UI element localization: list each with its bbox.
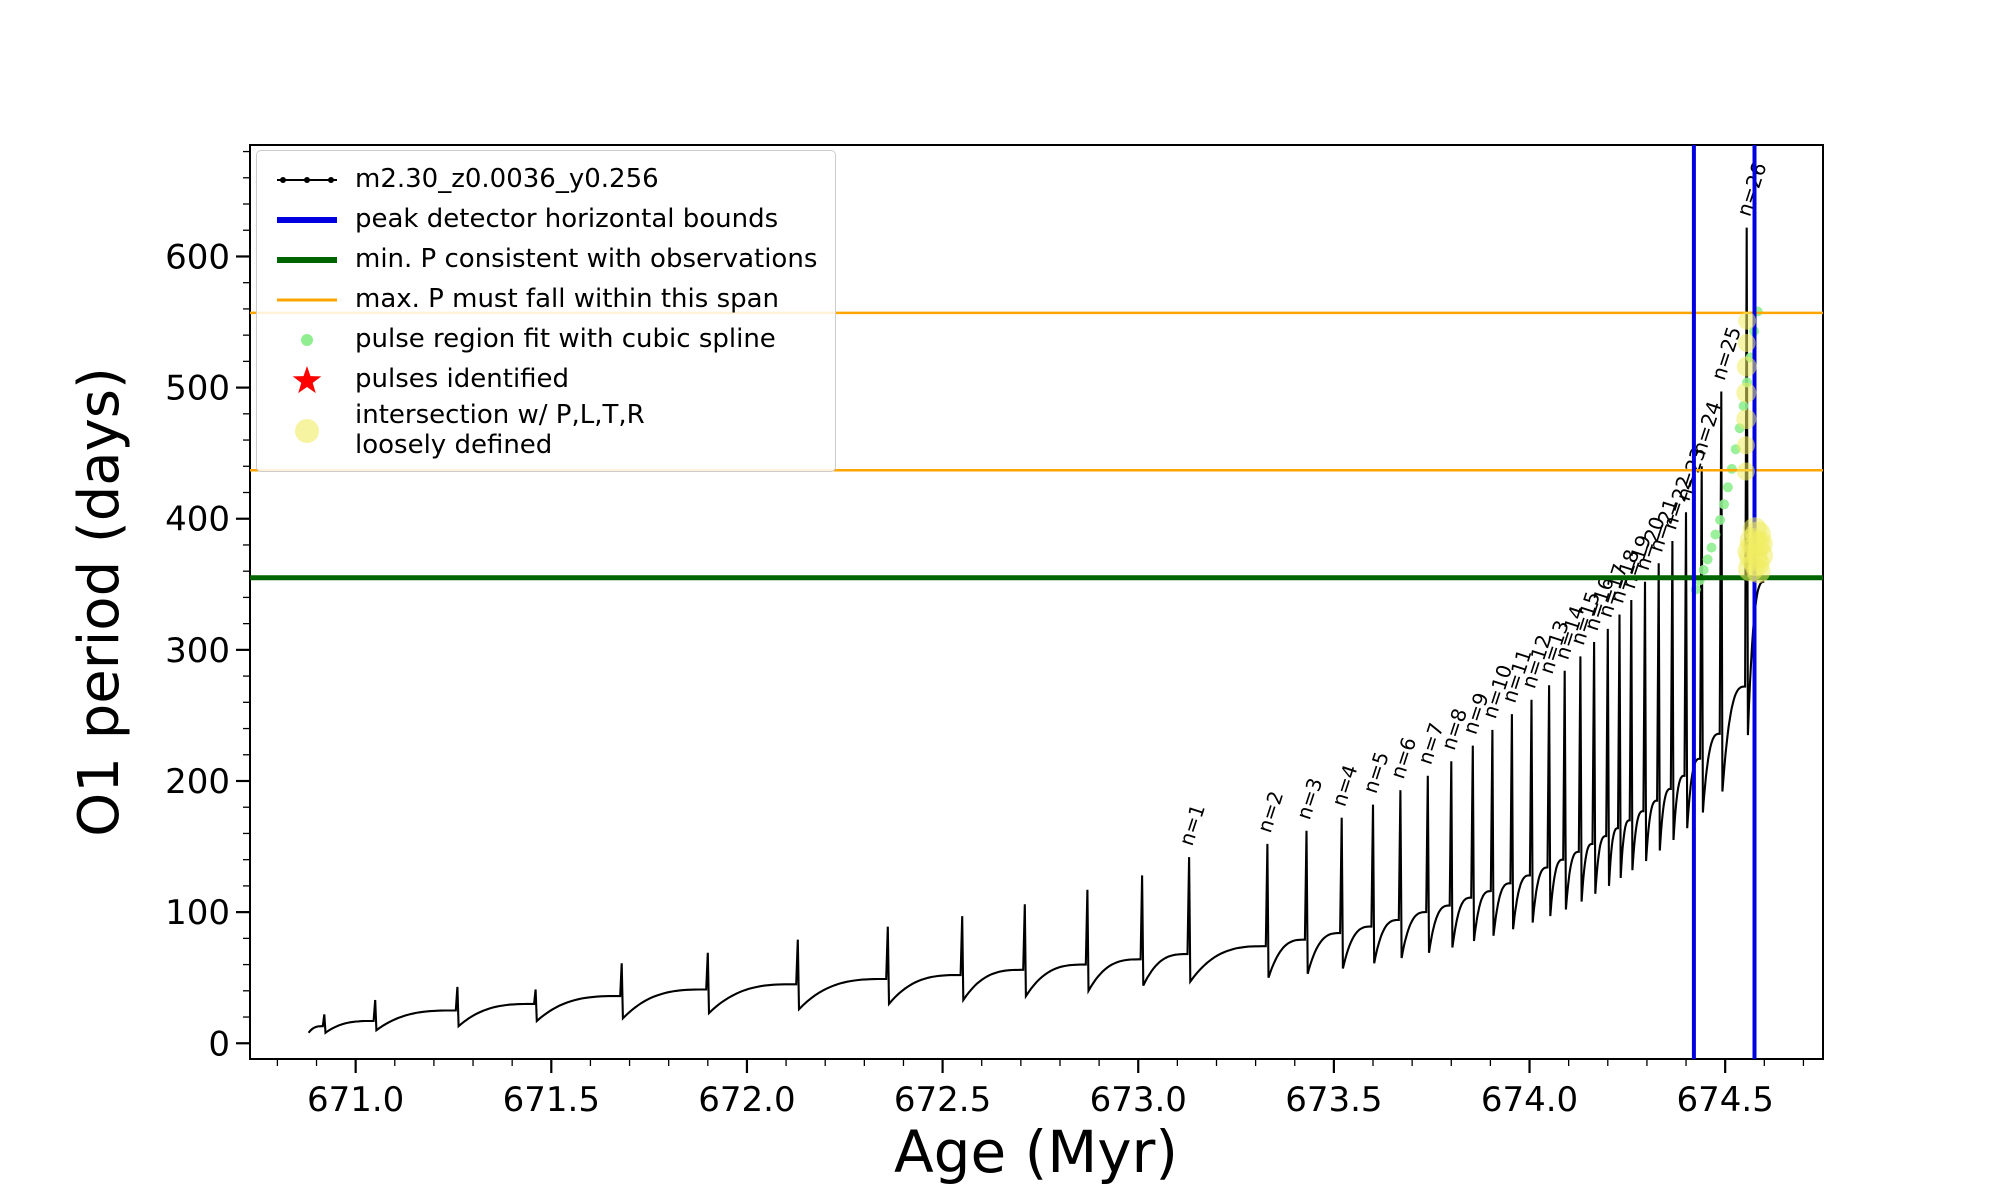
pulse-number-label: n=2	[1252, 788, 1288, 836]
intersection-point	[1736, 409, 1757, 430]
x-tick-label: 674.5	[1677, 1080, 1774, 1120]
legend-marker-dot	[301, 334, 313, 346]
legend-label: m2.30_z0.0036_y0.256	[355, 164, 659, 195]
pulse-number-label: n=4	[1327, 762, 1363, 810]
x-axis-label: Age (Myr)	[894, 1118, 1178, 1186]
y-tick-label: 600	[165, 237, 230, 277]
spline-fit-point	[1726, 463, 1737, 474]
y-tick-label: 400	[165, 500, 230, 540]
spline-fit-point	[1719, 499, 1729, 510]
x-tick-label: 672.0	[698, 1080, 795, 1120]
legend-item: min. P consistent with observations	[275, 241, 817, 279]
legend-marker-thick-line	[277, 257, 337, 263]
y-axis-label: O1 period (days)	[67, 367, 132, 837]
legend-item: peak detector horizontal bounds	[275, 201, 817, 239]
legend-label: pulse region fit with cubic spline	[355, 324, 776, 355]
spline-fit-point	[1698, 564, 1709, 575]
x-tick-label: 674.0	[1481, 1080, 1578, 1120]
legend-item: pulse region fit with cubic spline	[275, 321, 817, 359]
intersection-point	[1737, 539, 1762, 564]
pulse-number-label: n=26	[1732, 160, 1772, 220]
axes-layer: 671.0 671.5 672.0 672.5 673.0 673.5 674.0 674.5…	[165, 144, 1824, 1120]
intersection-point	[1736, 382, 1757, 403]
intersection-point	[1736, 356, 1757, 377]
x-tick-label: 671.5	[503, 1080, 600, 1120]
legend-marker-thick-line	[277, 217, 337, 223]
legend-item: intersection w/ P,L,T,R loosely defined	[275, 400, 817, 461]
spline-fit-point	[1706, 542, 1717, 553]
legend-marker-star	[292, 366, 322, 394]
legend-label: pulses identified	[355, 364, 570, 395]
x-tick-label: 673.0	[1090, 1080, 1187, 1120]
spline-fit-point	[1710, 529, 1721, 540]
legend-item: pulses identified	[275, 361, 817, 399]
pulse-number-label: n=3	[1291, 775, 1327, 823]
intersection-point	[1736, 462, 1755, 481]
spline-fit-point	[1715, 515, 1726, 525]
legend-item: max. P must fall within this span	[275, 281, 817, 319]
pulse-number-label: n=1	[1174, 801, 1210, 849]
y-tick-label: 300	[165, 631, 230, 671]
y-tick-label: 200	[165, 762, 230, 802]
x-tick-label: 673.5	[1285, 1080, 1382, 1120]
legend-item: m2.30_z0.0036_y0.256	[275, 161, 817, 199]
legend-marker-line-dots	[277, 177, 337, 183]
legend-label: min. P consistent with observations	[355, 244, 818, 275]
spline-fit-point	[1722, 482, 1733, 493]
intersection-point	[1737, 334, 1756, 352]
y-tick-label: 100	[165, 893, 230, 933]
spline-fit-point	[1702, 554, 1713, 565]
x-tick-label: 671.0	[307, 1080, 404, 1120]
spline-fit-point	[1738, 401, 1749, 411]
legend-label: peak detector horizontal bounds	[355, 204, 779, 235]
legend-label: intersection w/ P,L,T,R loosely defined	[355, 400, 645, 460]
plot-spines	[249, 144, 1824, 1060]
intersection-point	[1736, 436, 1755, 455]
x-tick-label: 672.5	[894, 1080, 991, 1120]
legend-label: max. P must fall within this span	[355, 284, 780, 315]
intersection-point	[1738, 311, 1757, 330]
y-tick-label: 500	[165, 369, 230, 409]
legend-marker-line	[277, 298, 337, 302]
y-tick-label: 0	[208, 1024, 230, 1064]
legend-marker-big-dot	[295, 418, 319, 443]
period-curve	[307, 227, 1765, 1035]
pulse-number-label: n=25	[1706, 323, 1746, 383]
